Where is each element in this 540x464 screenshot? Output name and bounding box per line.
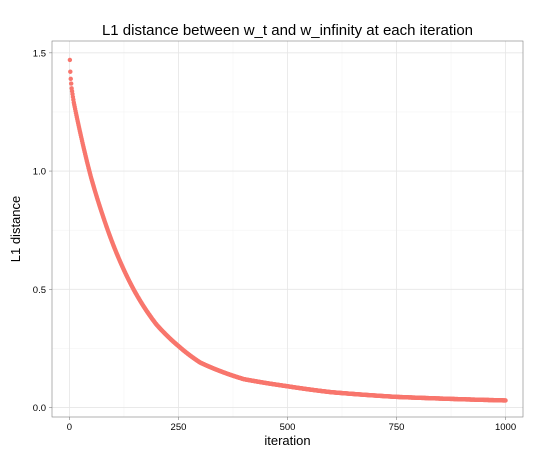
chart-title: L1 distance between w_t and w_infinity a… bbox=[102, 22, 473, 39]
x-tick-label: 1000 bbox=[495, 422, 516, 433]
y-axis-ticks: 0.0 0.5 1.0 1.5 bbox=[33, 48, 52, 414]
y-tick-label: 0.0 bbox=[33, 403, 46, 414]
data-point bbox=[68, 81, 74, 86]
y-tick-label: 1.0 bbox=[33, 167, 46, 178]
data-point bbox=[503, 398, 508, 403]
x-tick-label: 750 bbox=[389, 422, 405, 433]
grid-lines bbox=[52, 41, 523, 417]
data-point bbox=[67, 57, 73, 63]
x-axis-label: iteration bbox=[264, 433, 310, 448]
x-tick-label: 500 bbox=[280, 422, 296, 433]
y-axis-label: L1 distance bbox=[8, 196, 23, 263]
data-points bbox=[67, 57, 508, 403]
data-point bbox=[68, 69, 73, 74]
y-tick-label: 0.5 bbox=[33, 285, 46, 296]
x-tick-label: 250 bbox=[171, 422, 187, 433]
y-tick-label: 1.5 bbox=[33, 48, 46, 59]
x-tick-label: 0 bbox=[67, 422, 72, 433]
x-axis-ticks: 0 250 500 750 1000 bbox=[67, 417, 516, 433]
data-point bbox=[68, 76, 73, 82]
